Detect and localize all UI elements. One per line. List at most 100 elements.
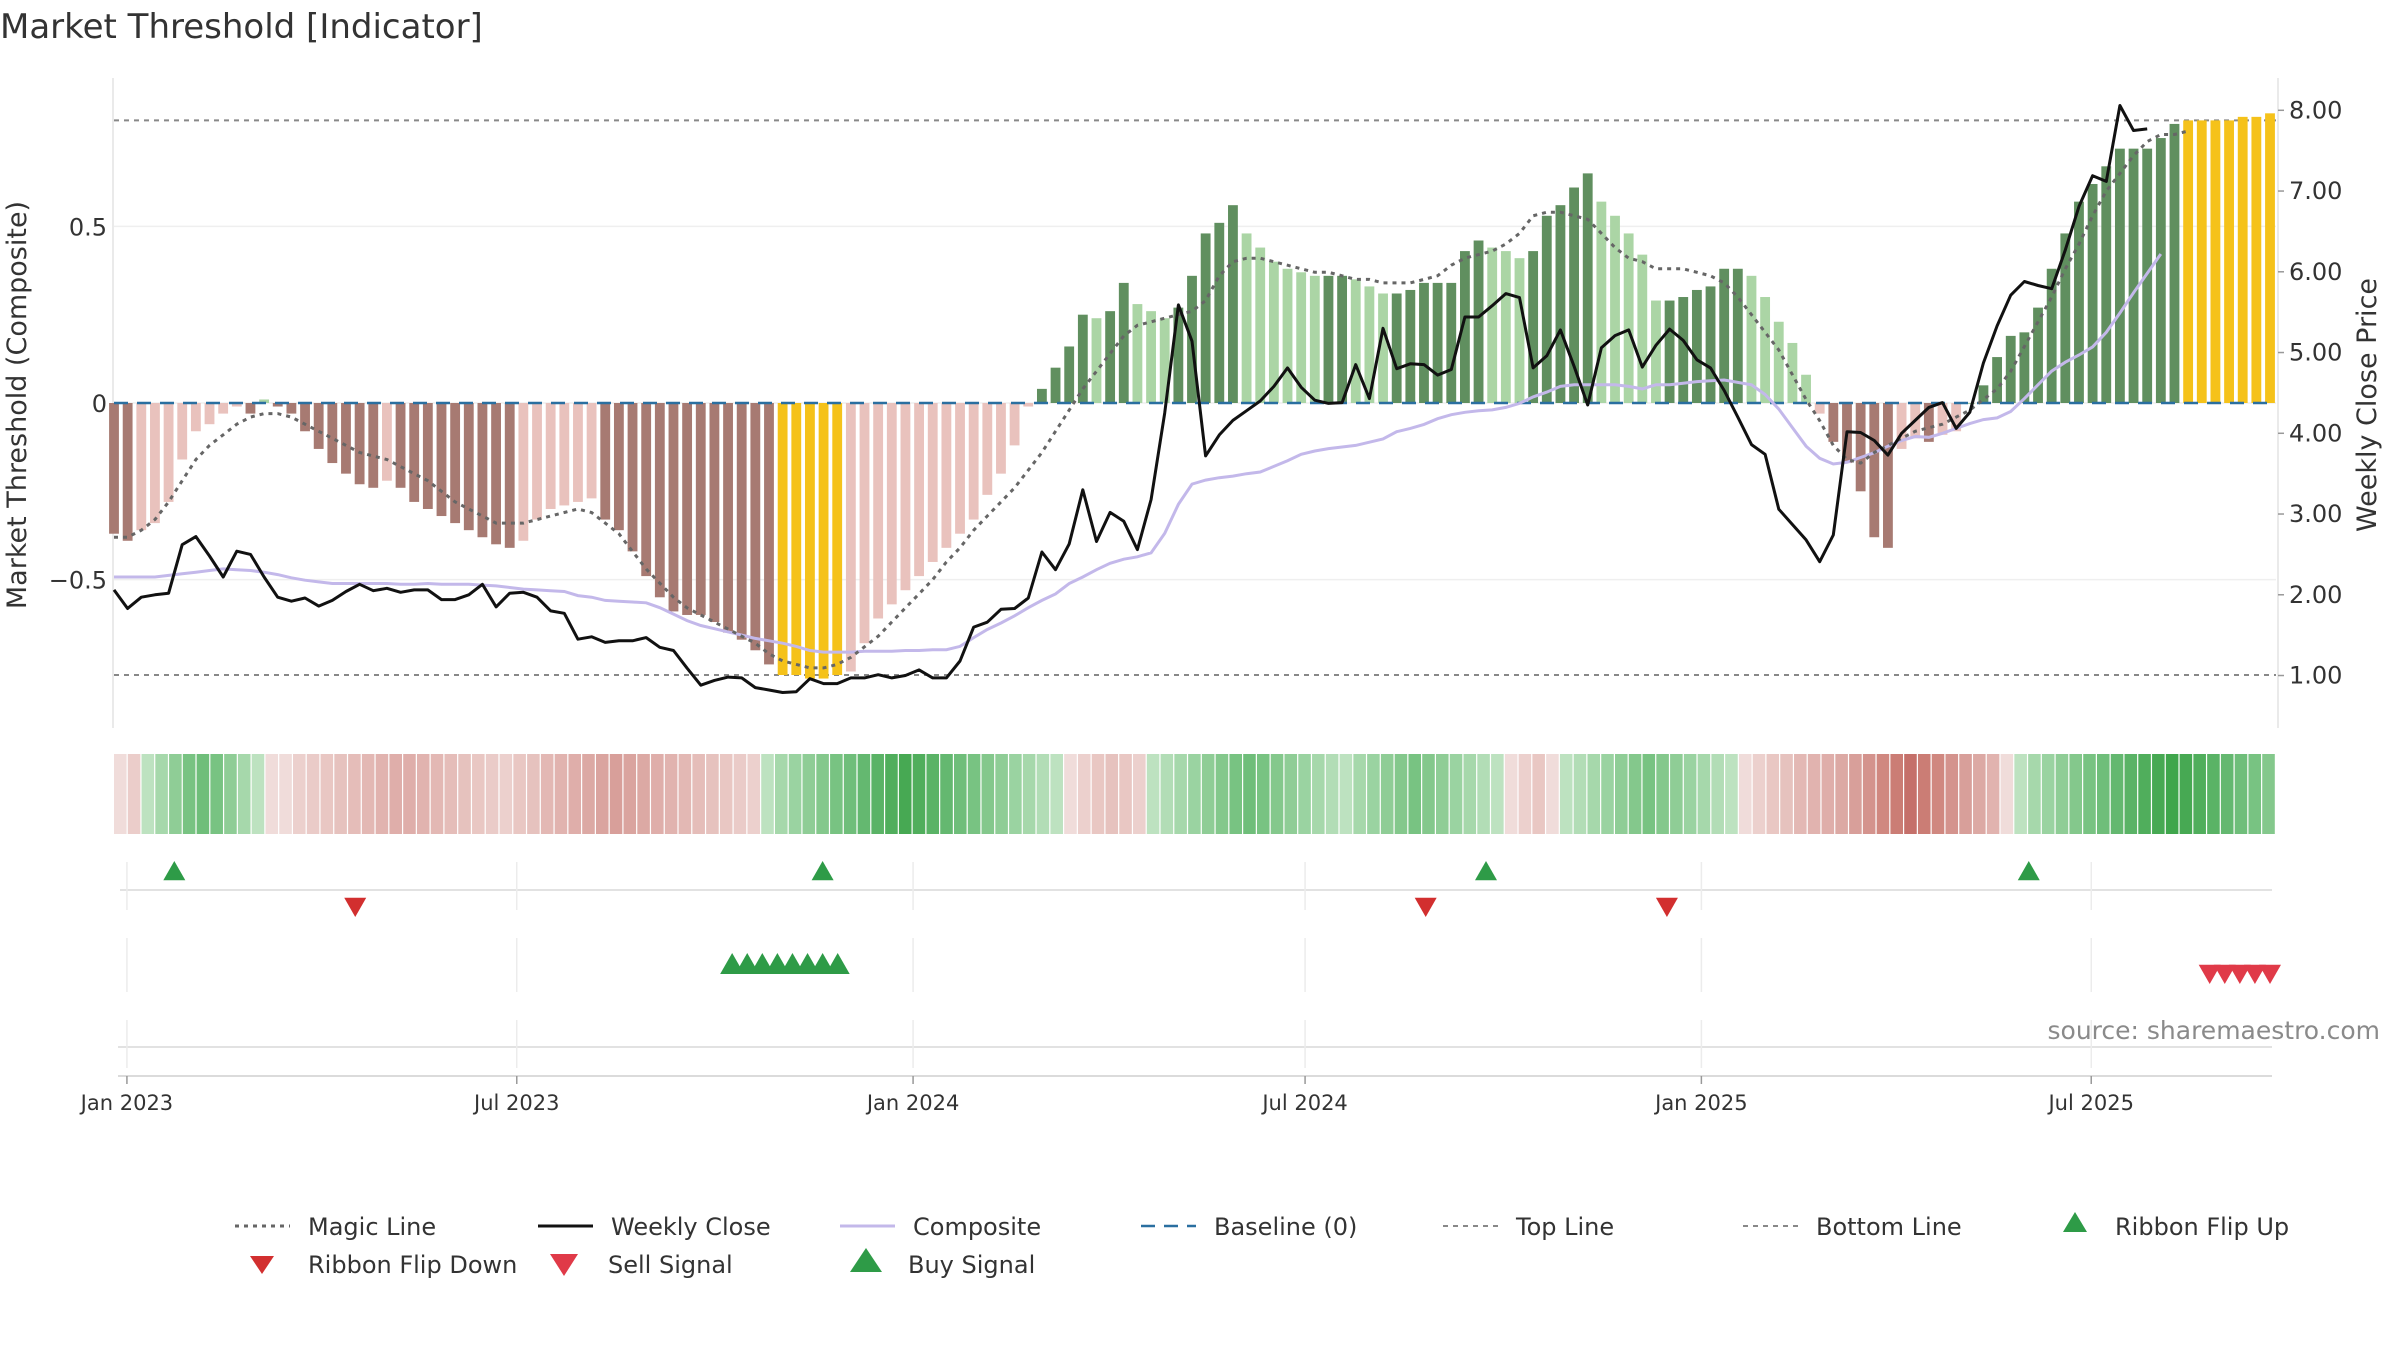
composite-bar <box>2196 120 2207 404</box>
ribbon-cell <box>265 754 279 834</box>
composite-bar <box>1883 403 1893 548</box>
ribbon-cell <box>1050 754 1063 834</box>
ribbon-cell <box>1022 754 1036 834</box>
composite-bar <box>368 403 379 488</box>
composite-bar <box>1200 233 1211 403</box>
composite-bar <box>600 403 611 520</box>
ribbon-flip-down-marker <box>1414 897 1437 917</box>
ribbon-cell <box>1917 754 1931 834</box>
ribbon-cell <box>1009 754 1022 834</box>
ribbon-cell <box>1408 754 1422 834</box>
composite-bar <box>1309 275 1320 403</box>
composite-bar <box>777 403 788 676</box>
ribbon-cell <box>1036 754 1050 834</box>
legend-item-composite: Composite <box>840 1213 1041 1241</box>
ribbon-cell <box>651 754 664 834</box>
composite-bar <box>381 403 392 481</box>
ribbon-cell <box>1435 754 1449 834</box>
ribbon-cell <box>1931 754 1945 834</box>
legend-item-flipup: Ribbon Flip Up <box>2063 1212 2289 1241</box>
composite-bar <box>436 403 447 517</box>
ribbon-cell <box>430 754 444 834</box>
ribbon-cell <box>1449 754 1463 834</box>
composite-bar <box>2155 138 2166 403</box>
composite-bar <box>2087 183 2098 403</box>
ribbon-cell <box>1876 754 1890 834</box>
sell-signal-marker <box>2228 964 2251 984</box>
composite-bar <box>2183 120 2194 404</box>
composite-bar <box>1364 286 1375 403</box>
composite-bar <box>1009 403 1020 446</box>
ribbon-cell <box>375 754 389 834</box>
ribbon-flip-down-marker <box>1655 897 1678 917</box>
composite-bar <box>1282 268 1293 403</box>
ribbon-cell <box>114 754 127 834</box>
ribbon-cell <box>2234 754 2248 834</box>
composite-bar <box>613 403 624 531</box>
ribbon-cell <box>251 754 265 834</box>
composite-bar <box>1105 311 1116 403</box>
legend-label: Magic Line <box>308 1213 436 1241</box>
composite-bar <box>1459 251 1470 403</box>
composite-bar <box>764 403 774 665</box>
composite-bar <box>1814 403 1825 414</box>
composite-bar <box>1378 293 1388 403</box>
ribbon-cell <box>788 754 802 834</box>
composite-bar <box>463 403 474 531</box>
composite-bar <box>1937 403 1948 435</box>
ribbon-cell <box>1077 754 1091 834</box>
ribbon-cell <box>1229 754 1242 834</box>
composite-bar <box>641 403 652 577</box>
composite-bar <box>532 403 542 520</box>
ribbon-cell <box>540 754 554 834</box>
legend-item-sell: Sell Signal <box>550 1251 733 1279</box>
ribbon-cell <box>513 754 526 834</box>
ribbon-cell <box>995 754 1008 834</box>
ribbon-cell <box>237 754 251 834</box>
composite-bar <box>422 403 433 509</box>
composite-bar <box>818 403 829 679</box>
composite-bar <box>1732 268 1743 403</box>
composite-bar <box>300 403 310 432</box>
composite-bar <box>1746 275 1757 403</box>
weekly-close-line <box>112 104 2148 694</box>
composite-bar <box>586 403 597 499</box>
ribbon-cell <box>2262 754 2275 834</box>
ribbon-cell <box>1862 754 1876 834</box>
ribbon-cell <box>1491 754 1504 834</box>
composite-bar <box>2101 166 2112 403</box>
ribbon-cell <box>2248 754 2262 834</box>
legend-item-top: Top Line <box>1443 1213 1614 1241</box>
ribbon-cell <box>926 754 940 834</box>
right-tick-label: 4.00 <box>2289 419 2342 447</box>
ribbon-cell <box>485 754 499 834</box>
sell-signal-marker <box>2198 964 2221 984</box>
composite-bar <box>1268 261 1279 403</box>
ribbon-flip-up-marker <box>811 861 834 881</box>
ribbon-cell <box>1794 754 1807 834</box>
ribbon-cell <box>1642 754 1656 834</box>
ribbon-cell <box>1959 754 1972 834</box>
composite-bar <box>1091 318 1102 403</box>
ribbon-cell <box>1367 754 1380 834</box>
ribbon-cell <box>1573 754 1587 834</box>
ribbon-cell <box>2041 754 2055 834</box>
composite-bar <box>204 403 215 425</box>
composite-bar <box>1118 282 1129 403</box>
composite-bar <box>1896 403 1907 449</box>
ribbon-cell <box>182 754 196 834</box>
x-tick-label: Jan 2024 <box>865 1091 960 1115</box>
composite-bar <box>1555 205 1566 403</box>
ribbon-cell <box>1091 754 1105 834</box>
ribbon-cell <box>1312 754 1325 834</box>
ribbon-cell <box>1133 754 1146 834</box>
ribbon-cell <box>306 754 320 834</box>
composite-bar <box>163 403 174 502</box>
composite-bar <box>736 403 747 640</box>
right-tick-label: 6.00 <box>2289 258 2342 286</box>
composite-bar <box>654 403 665 598</box>
composite-bar <box>1050 367 1061 403</box>
composite-bar <box>1651 300 1661 403</box>
ribbon-cell <box>499 754 513 834</box>
ribbon-cell <box>2014 754 2027 834</box>
